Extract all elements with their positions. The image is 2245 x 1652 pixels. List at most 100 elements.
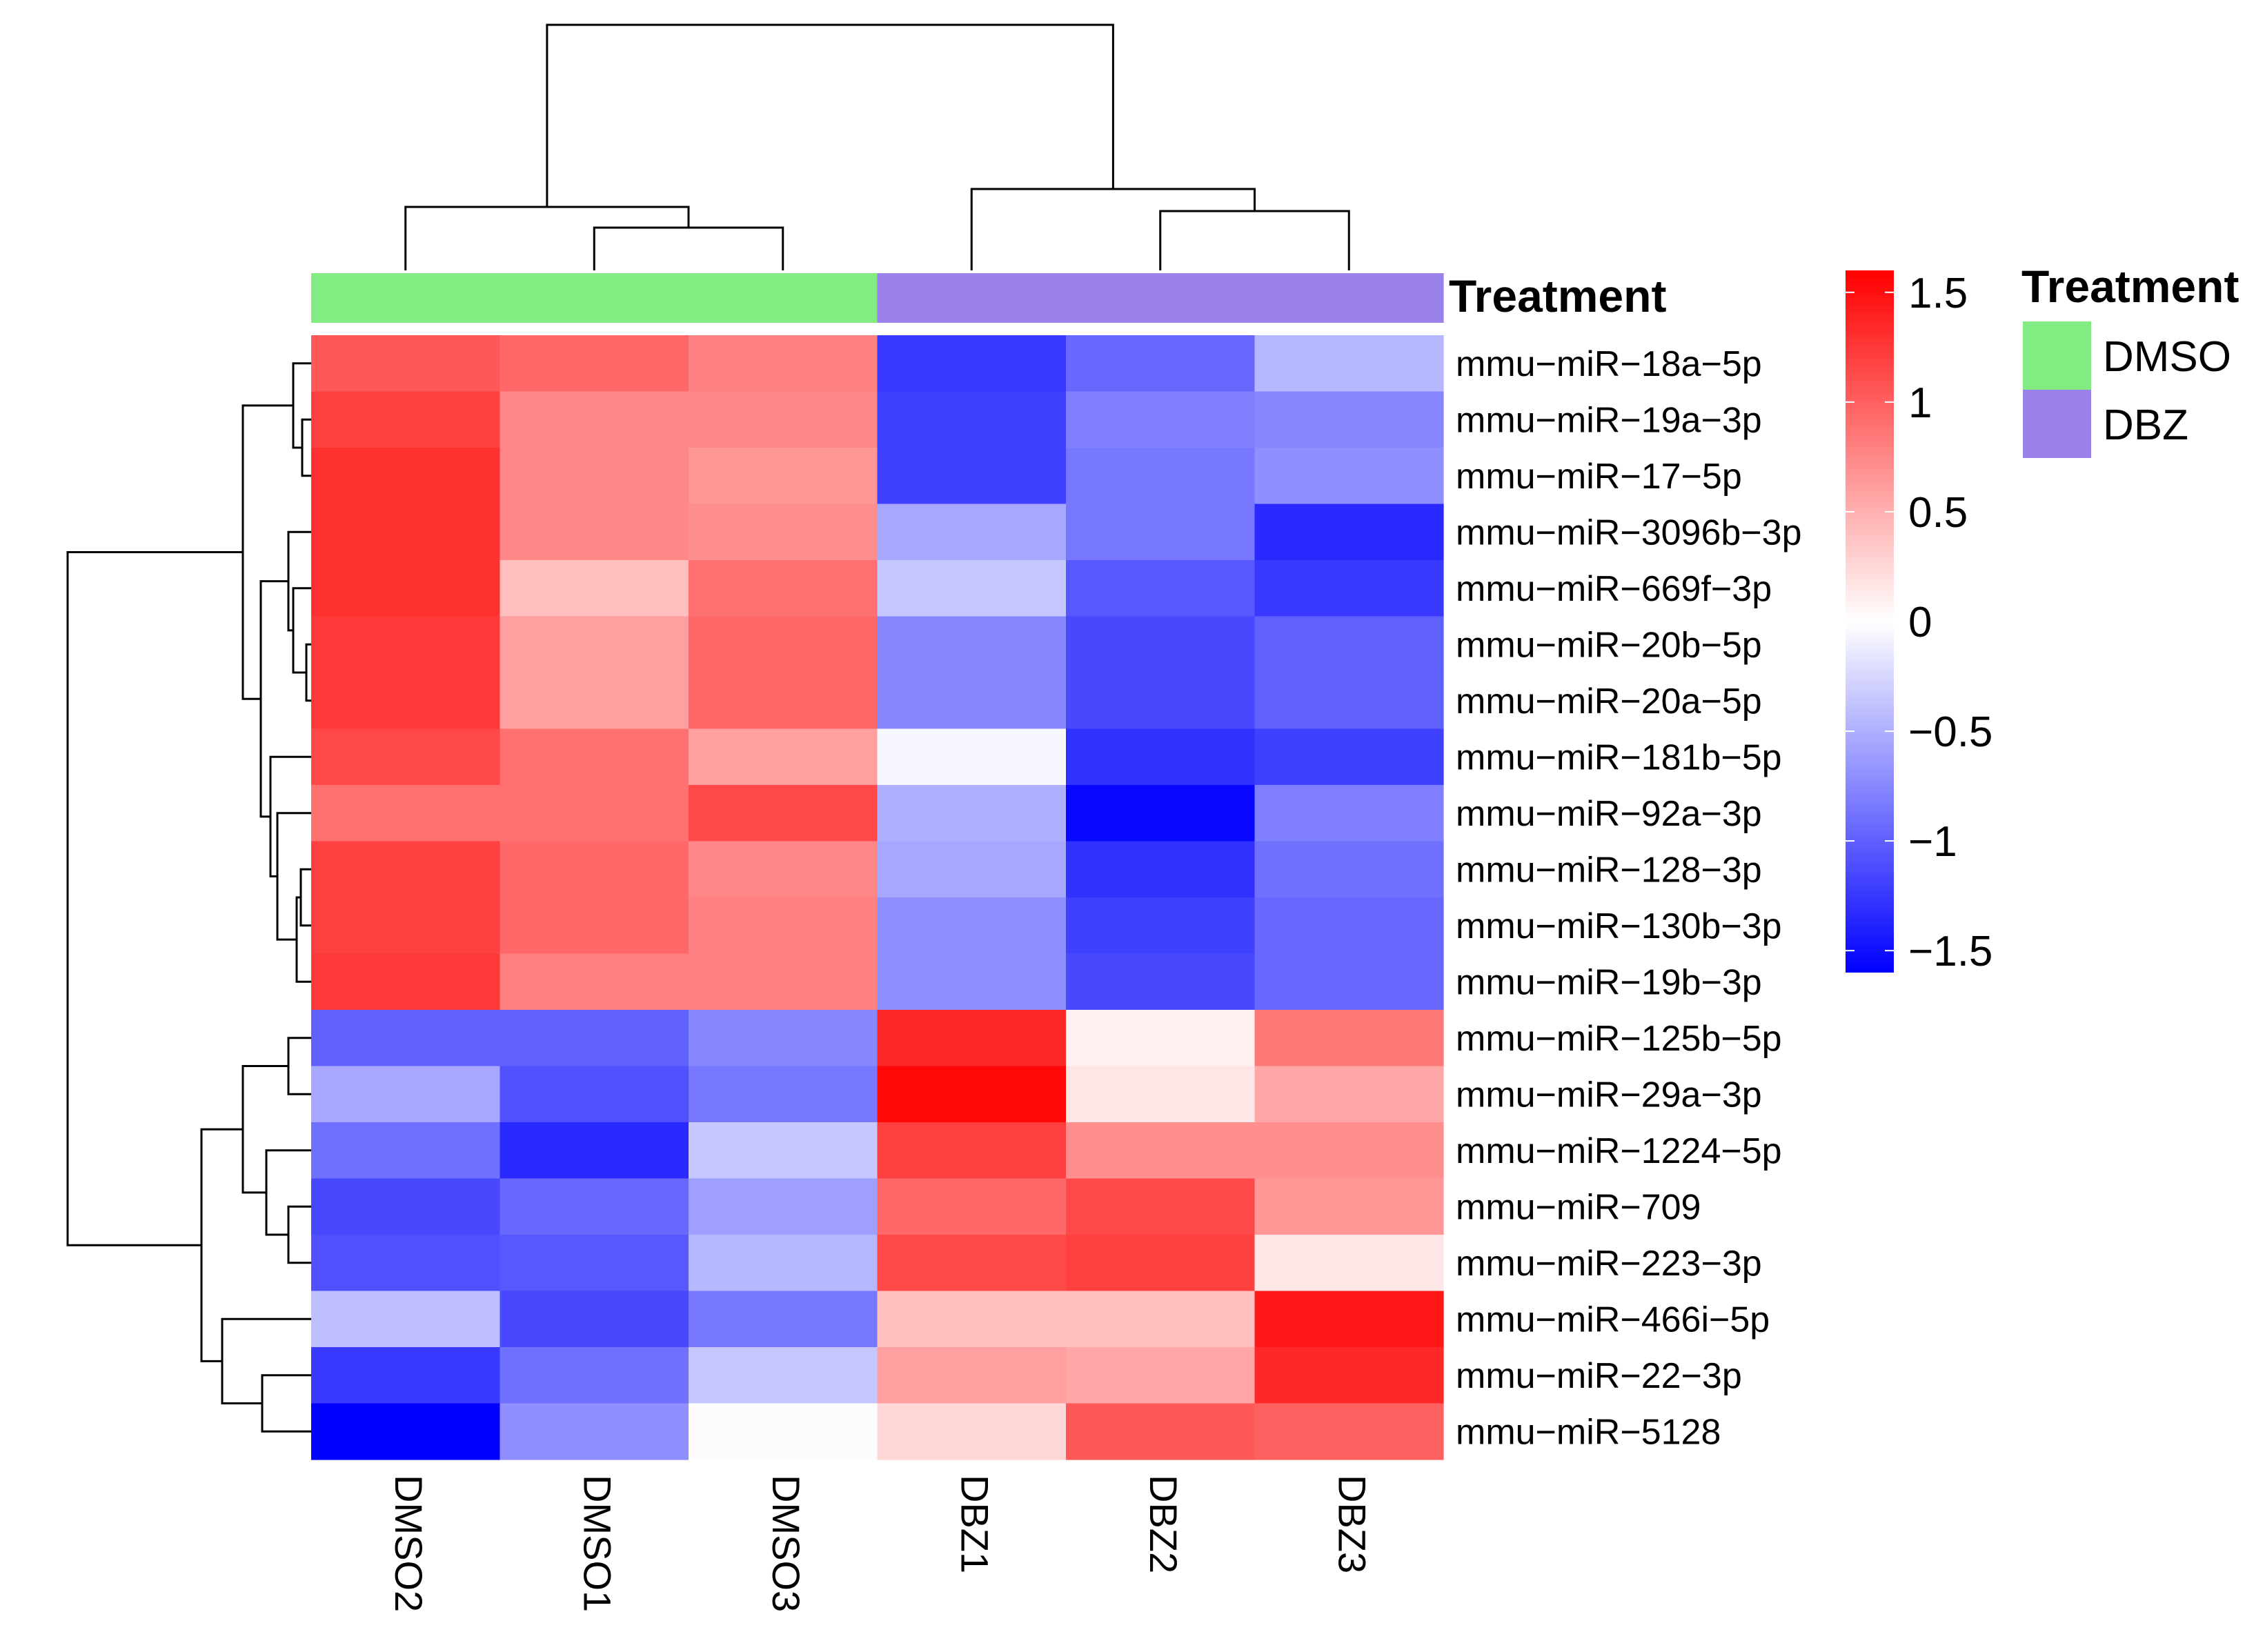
heatmap-cell bbox=[311, 728, 501, 786]
column-label: DMSO3 bbox=[764, 1475, 808, 1612]
heatmap-cell bbox=[877, 1403, 1067, 1460]
row-label: mmu−miR−20b−5p bbox=[1456, 625, 1762, 665]
heatmap-cell bbox=[311, 560, 501, 617]
heatmap-cell bbox=[311, 1235, 501, 1292]
heatmap-cell bbox=[877, 448, 1067, 505]
heatmap-cell bbox=[689, 728, 878, 786]
heatmap-cell bbox=[877, 616, 1067, 673]
row-label: mmu−miR−17−5p bbox=[1456, 457, 1742, 497]
heatmap-cell bbox=[500, 335, 689, 392]
row-label: mmu−miR−125b−5p bbox=[1456, 1019, 1782, 1059]
heatmap-cell bbox=[1066, 1178, 1256, 1235]
heatmap-cell bbox=[500, 953, 689, 1011]
heatmap-cell bbox=[311, 616, 501, 673]
legend-tick-label: 0.5 bbox=[1908, 489, 1968, 537]
heatmap-cell bbox=[877, 841, 1067, 898]
heatmap-cell bbox=[1254, 1066, 1444, 1123]
heatmap-cell bbox=[1066, 841, 1256, 898]
heatmap-cell bbox=[1066, 335, 1256, 392]
heatmap-cell bbox=[311, 897, 501, 955]
row-label: mmu−miR−466i−5p bbox=[1456, 1300, 1770, 1340]
annotation-label: Treatment bbox=[1449, 270, 1666, 321]
heatmap-cell bbox=[311, 504, 501, 561]
heatmap-cell bbox=[1254, 673, 1444, 730]
row-label: mmu−miR−709 bbox=[1456, 1187, 1701, 1227]
heatmap-cell bbox=[1066, 897, 1256, 955]
heatmap-cell bbox=[500, 1291, 689, 1348]
heatmap-cell bbox=[877, 897, 1067, 955]
heatmap-cell bbox=[877, 391, 1067, 448]
heatmap-cell bbox=[500, 1403, 689, 1460]
heatmap-cell bbox=[1254, 728, 1444, 786]
heatmap-cell bbox=[311, 953, 501, 1011]
heatmap-cell bbox=[1254, 897, 1444, 955]
heatmap-cell bbox=[1066, 448, 1256, 505]
annotation-cell bbox=[311, 273, 501, 323]
heatmap-cell bbox=[1254, 953, 1444, 1011]
annotation-cell bbox=[500, 273, 689, 323]
heatmap-cell bbox=[1066, 560, 1256, 617]
heatmap-cell bbox=[689, 1235, 878, 1292]
heatmap-cell bbox=[689, 391, 878, 448]
heatmap-cell bbox=[1066, 504, 1256, 561]
heatmap-cell bbox=[311, 1010, 501, 1067]
color-legend: 1.5 1 0.5 0 −0.5 −1 −1.5 bbox=[1846, 270, 1992, 975]
heatmap-cell bbox=[689, 1122, 878, 1180]
heatmap-cell bbox=[1254, 1403, 1444, 1460]
heatmap-cell bbox=[311, 1347, 501, 1404]
treatment-legend-label: DBZ bbox=[2103, 401, 2188, 449]
row-dendrogram-branch bbox=[287, 530, 311, 632]
heatmap-cell bbox=[311, 841, 501, 898]
row-label: mmu−miR−19a−3p bbox=[1456, 400, 1762, 440]
heatmap-cell bbox=[1066, 1291, 1256, 1348]
treatment-legend-swatch bbox=[2023, 321, 2091, 390]
column-label: DBZ1 bbox=[953, 1475, 996, 1573]
row-dendrogram-branch bbox=[221, 1317, 311, 1404]
heatmap-cell bbox=[877, 1347, 1067, 1404]
heatmap-cell bbox=[1254, 785, 1444, 842]
column-label: DBZ3 bbox=[1330, 1475, 1374, 1573]
heatmap-cell bbox=[500, 1178, 689, 1235]
row-dendrogram-branch bbox=[305, 643, 311, 702]
heatmap-cell bbox=[500, 841, 689, 898]
heatmap-cell bbox=[311, 1122, 501, 1180]
heatmap-cell bbox=[1254, 1010, 1444, 1067]
heatmap-cell bbox=[1066, 673, 1256, 730]
heatmap-cell bbox=[877, 953, 1067, 1011]
row-label: mmu−miR−92a−3p bbox=[1456, 794, 1762, 834]
treatment-legend-label: DMSO bbox=[2103, 333, 2231, 381]
row-dendrogram-branch bbox=[287, 1205, 311, 1264]
heatmap-cell bbox=[1066, 953, 1256, 1011]
heatmap-cell bbox=[500, 1347, 689, 1404]
heatmap-cell bbox=[500, 1122, 689, 1180]
heatmap-cell bbox=[311, 1066, 501, 1123]
heatmap-cell bbox=[1066, 1347, 1256, 1404]
column-labels: DMSO2 DMSO1 DMSO3 DBZ1 DBZ2 DBZ3 bbox=[387, 1475, 1374, 1612]
heatmap-cell bbox=[1254, 1178, 1444, 1235]
heatmap-cell bbox=[500, 785, 689, 842]
column-dendrogram bbox=[404, 23, 1350, 270]
heatmap-cell bbox=[311, 448, 501, 505]
heatmap-cell bbox=[500, 391, 689, 448]
row-dendrogram bbox=[66, 362, 311, 1433]
row-label: mmu−miR−20a−5p bbox=[1456, 681, 1762, 721]
row-dendrogram-branch bbox=[287, 1037, 311, 1095]
column-dendrogram-root bbox=[546, 23, 1114, 207]
column-dendrogram-branch bbox=[593, 226, 784, 270]
heatmap-cell bbox=[877, 1010, 1067, 1067]
heatmap-cell bbox=[689, 504, 878, 561]
heatmap-cell bbox=[1066, 1122, 1256, 1180]
row-dendrogram-branch bbox=[241, 404, 293, 700]
heatmap-cell bbox=[877, 728, 1067, 786]
heatmap-cell bbox=[877, 335, 1067, 392]
annotation-cell bbox=[877, 273, 1067, 323]
heatmap-cell bbox=[689, 560, 878, 617]
heatmap-cell bbox=[877, 560, 1067, 617]
heatmap-cell bbox=[1254, 1122, 1444, 1180]
heatmap-cell bbox=[1254, 504, 1444, 561]
heatmap-cell bbox=[500, 1235, 689, 1292]
heatmap-cells bbox=[311, 335, 1444, 1460]
heatmap-cell bbox=[1254, 616, 1444, 673]
heatmap-cell bbox=[1254, 1291, 1444, 1348]
